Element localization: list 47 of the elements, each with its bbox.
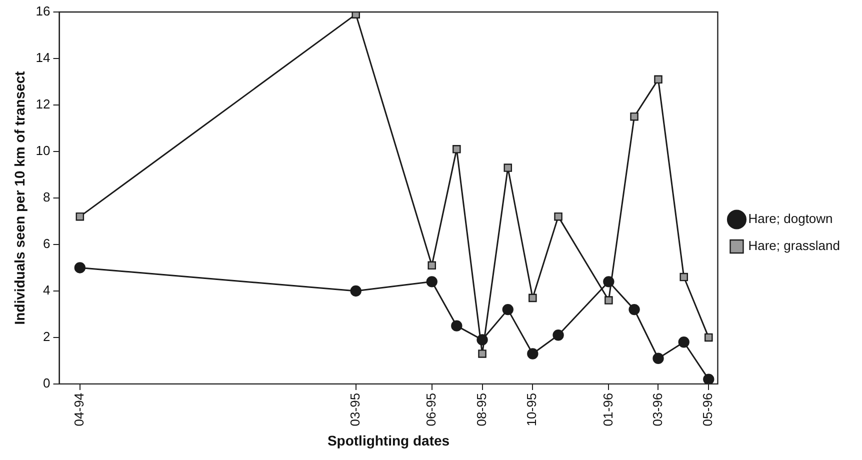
- point: [552, 330, 564, 341]
- y-tick-label: 16: [36, 4, 50, 19]
- point: [476, 334, 488, 346]
- x-tick-label: 04-94: [71, 392, 86, 426]
- y-tick-label: 0: [43, 376, 50, 391]
- x-tick-label: 01-96: [600, 392, 616, 426]
- y-tick-label: 4: [43, 282, 50, 298]
- x-tick-label: 08-95: [474, 392, 489, 426]
- point: [502, 304, 514, 316]
- y-tick-label: 2: [43, 329, 50, 344]
- point: [452, 145, 461, 154]
- legend-label: Hare; dogtown: [748, 211, 833, 226]
- y-axis-title: Individuals seen per 10 km of transect: [11, 70, 28, 325]
- point: [527, 348, 538, 360]
- point: [350, 285, 362, 297]
- legend-label: Hare; grassland: [748, 238, 840, 254]
- point: [678, 336, 690, 348]
- x-tick-label: 03-96: [650, 392, 665, 426]
- y-tick-label: 14: [36, 50, 50, 66]
- x-tick-label: 03-95: [347, 392, 362, 426]
- point: [704, 333, 713, 342]
- point: [451, 320, 462, 332]
- point: [528, 294, 537, 302]
- point: [652, 352, 664, 364]
- point: [703, 374, 714, 384]
- point: [603, 276, 614, 288]
- point: [428, 261, 436, 270]
- point: [654, 75, 662, 84]
- point: [504, 164, 512, 172]
- y-tick-label: 12: [36, 96, 50, 112]
- y-tick-label: 10: [36, 143, 50, 158]
- point: [554, 212, 562, 221]
- point: [426, 276, 438, 288]
- x-tick-label: 10-95: [524, 392, 540, 426]
- point: [76, 212, 84, 221]
- point: [628, 304, 640, 316]
- point: [630, 112, 638, 121]
- x-axis-title: Spotlighting dates: [327, 432, 450, 448]
- point: [680, 272, 688, 282]
- point: [352, 12, 360, 18]
- x-tick-label: 05-96: [700, 392, 716, 426]
- point: [74, 262, 86, 274]
- point: [604, 296, 613, 304]
- point: [478, 350, 486, 358]
- x-tick-label: 06-95: [423, 392, 438, 426]
- y-tick-label: 6: [43, 236, 50, 252]
- y-tick-label: 8: [43, 190, 50, 205]
